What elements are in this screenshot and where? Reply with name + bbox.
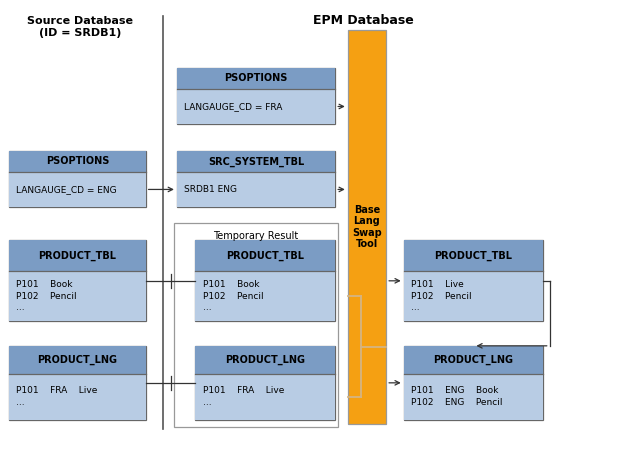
Bar — [177, 89, 335, 124]
Text: P101    Book
P102    Pencil
...: P101 Book P102 Pencil ... — [16, 280, 77, 312]
Text: SRC_SYSTEM_TBL: SRC_SYSTEM_TBL — [208, 156, 304, 167]
Text: Temporary Result: Temporary Result — [213, 231, 298, 241]
Bar — [9, 346, 145, 374]
Bar — [404, 241, 544, 321]
Bar — [196, 241, 335, 321]
Text: PSOPTIONS: PSOPTIONS — [46, 157, 109, 167]
Bar — [196, 346, 335, 374]
Bar — [196, 271, 335, 321]
Text: P101    Live
P102    Pencil
...: P101 Live P102 Pencil ... — [411, 280, 472, 312]
Bar — [9, 346, 145, 420]
Bar — [9, 172, 145, 207]
Text: PRODUCT_LNG: PRODUCT_LNG — [433, 355, 514, 365]
Text: PRODUCT_TBL: PRODUCT_TBL — [435, 251, 512, 261]
Bar — [9, 241, 145, 321]
Text: P101    Book
P102    Pencil
...: P101 Book P102 Pencil ... — [203, 280, 263, 312]
Bar — [177, 151, 335, 207]
Text: LANGAUGE_CD = FRA: LANGAUGE_CD = FRA — [184, 102, 283, 111]
Text: Base
Lang
Swap
Tool: Base Lang Swap Tool — [352, 205, 382, 249]
Bar — [9, 271, 145, 321]
Bar — [177, 68, 335, 124]
Bar — [177, 68, 335, 89]
Bar — [404, 346, 544, 374]
Text: PRODUCT_TBL: PRODUCT_TBL — [226, 251, 304, 261]
Text: PRODUCT_TBL: PRODUCT_TBL — [38, 251, 117, 261]
Bar — [196, 241, 335, 271]
Bar — [9, 374, 145, 420]
Bar — [174, 222, 339, 427]
Bar — [404, 271, 544, 321]
Text: P101    FRA    Live
...: P101 FRA Live ... — [203, 386, 284, 407]
Bar — [9, 241, 145, 271]
Bar — [196, 374, 335, 420]
Bar — [196, 346, 335, 420]
Bar — [404, 241, 544, 271]
Text: P101    FRA    Live
...: P101 FRA Live ... — [16, 386, 98, 407]
Bar — [177, 151, 335, 172]
Bar — [9, 151, 145, 207]
Text: PSOPTIONS: PSOPTIONS — [224, 74, 288, 84]
Text: SRDB1 ENG: SRDB1 ENG — [184, 185, 237, 194]
Text: PRODUCT_LNG: PRODUCT_LNG — [225, 355, 305, 365]
Text: Source Database
(ID = SRDB1): Source Database (ID = SRDB1) — [28, 16, 134, 38]
Bar — [348, 30, 386, 424]
Bar — [404, 374, 544, 420]
Text: LANGAUGE_CD = ENG: LANGAUGE_CD = ENG — [16, 185, 117, 194]
Text: EPM Database: EPM Database — [313, 14, 414, 27]
Text: PRODUCT_LNG: PRODUCT_LNG — [38, 355, 117, 365]
Bar — [177, 172, 335, 207]
Bar — [404, 346, 544, 420]
Bar — [9, 151, 145, 172]
Text: P101    ENG    Book
P102    ENG    Pencil: P101 ENG Book P102 ENG Pencil — [411, 386, 503, 407]
